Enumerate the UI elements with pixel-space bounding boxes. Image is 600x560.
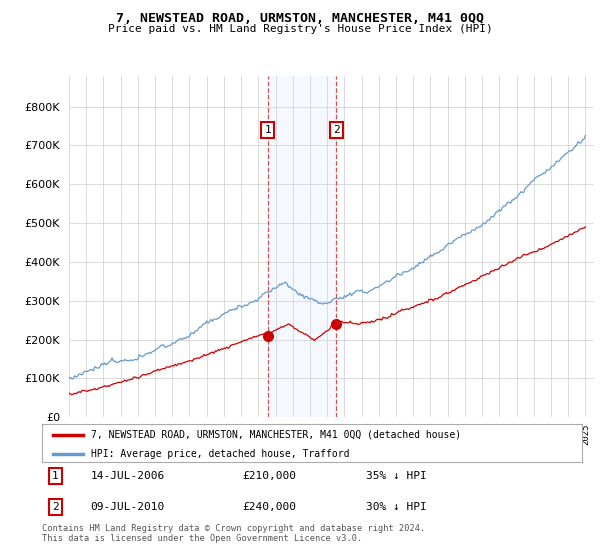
Text: 30% ↓ HPI: 30% ↓ HPI: [366, 502, 427, 512]
Text: 2: 2: [333, 125, 340, 135]
Text: Price paid vs. HM Land Registry's House Price Index (HPI): Price paid vs. HM Land Registry's House …: [107, 24, 493, 34]
Text: 14-JUL-2006: 14-JUL-2006: [91, 471, 165, 481]
Text: 7, NEWSTEAD ROAD, URMSTON, MANCHESTER, M41 0QQ: 7, NEWSTEAD ROAD, URMSTON, MANCHESTER, M…: [116, 12, 484, 25]
Text: 35% ↓ HPI: 35% ↓ HPI: [366, 471, 427, 481]
Text: HPI: Average price, detached house, Trafford: HPI: Average price, detached house, Traf…: [91, 449, 349, 459]
Text: 1: 1: [52, 471, 59, 481]
Bar: [268, 76, 337, 417]
Text: 1: 1: [264, 125, 271, 135]
Text: Contains HM Land Registry data © Crown copyright and database right 2024.
This d: Contains HM Land Registry data © Crown c…: [42, 524, 425, 543]
Text: 7, NEWSTEAD ROAD, URMSTON, MANCHESTER, M41 0QQ (detached house): 7, NEWSTEAD ROAD, URMSTON, MANCHESTER, M…: [91, 430, 461, 440]
Text: £240,000: £240,000: [242, 502, 296, 512]
Text: £210,000: £210,000: [242, 471, 296, 481]
Text: 09-JUL-2010: 09-JUL-2010: [91, 502, 165, 512]
Text: 2: 2: [52, 502, 59, 512]
